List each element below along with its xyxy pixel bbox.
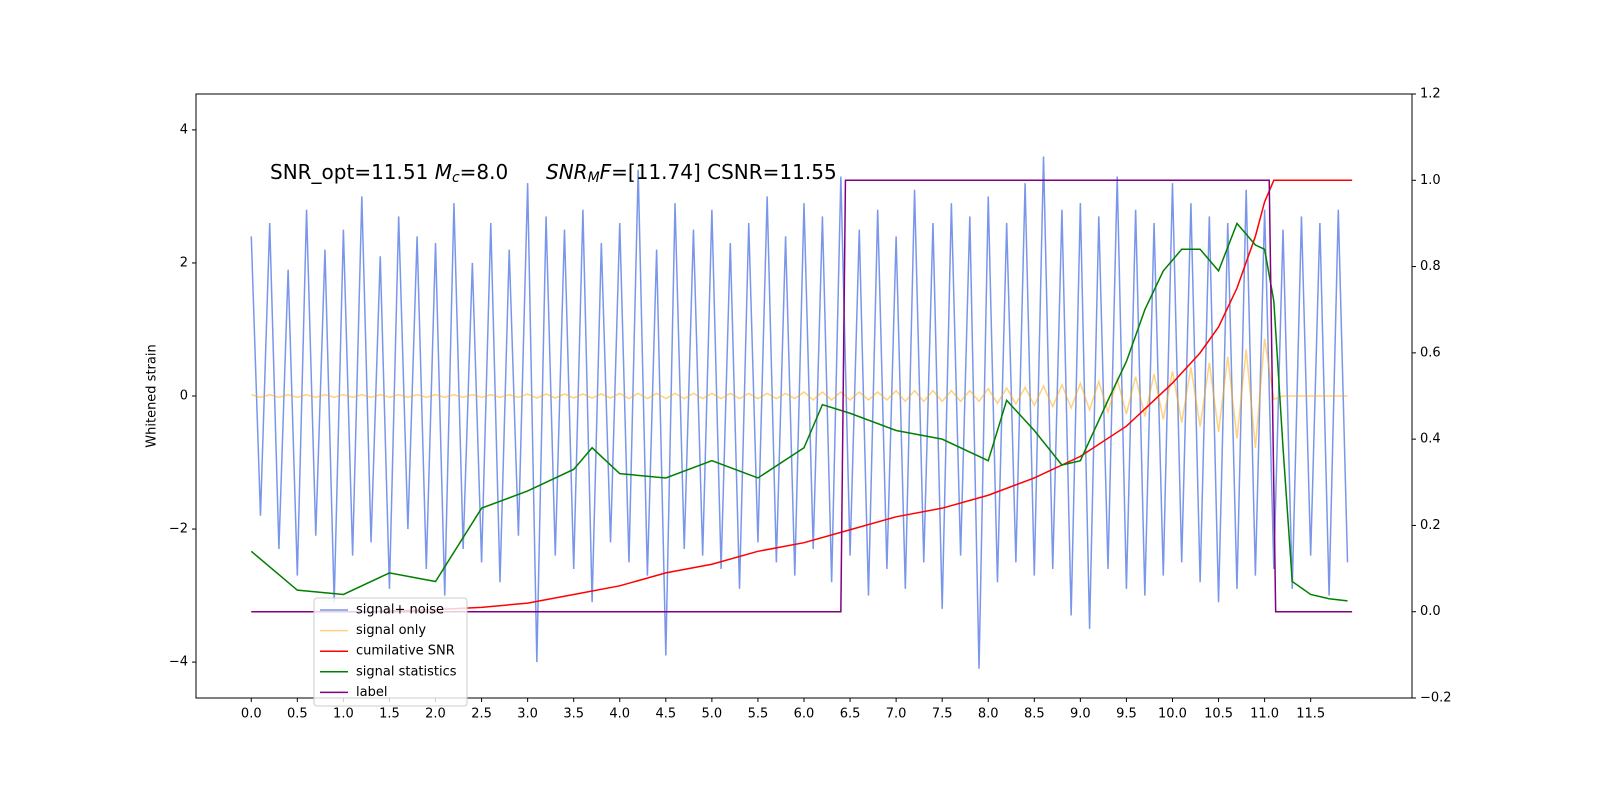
x-tick-label: 5.5 [748, 707, 769, 722]
y2-tick-label: 0.0 [1420, 604, 1441, 619]
legend-label: signal statistics [356, 664, 457, 679]
x-tick-label: 2.5 [471, 707, 492, 722]
legend-label: signal+ noise [356, 603, 444, 618]
x-tick-label: 0.5 [287, 707, 308, 722]
y2-tick-label: 0.4 [1420, 432, 1441, 447]
series-line [371, 179, 1353, 613]
annotation-part: M [588, 170, 600, 186]
y-tick-label: −2 [169, 522, 188, 537]
x-tick-label: 0.0 [241, 707, 262, 722]
annotation-part: F [600, 160, 612, 184]
x-tick-label: 4.5 [655, 707, 676, 722]
y-tick-label: −4 [169, 655, 188, 670]
x-tick-label: 5.0 [702, 707, 723, 722]
x-tick-label: 10.5 [1204, 707, 1233, 722]
x-tick-label: 2.0 [425, 707, 446, 722]
series-line [251, 179, 1353, 613]
x-tick-label: 3.5 [563, 707, 584, 722]
plot-area [250, 156, 1353, 669]
annotation-part: =[11.74] CSNR=11.55 [611, 160, 837, 184]
x-tick-label: 7.5 [932, 707, 953, 722]
y2-tick-label: 1.2 [1420, 87, 1441, 102]
y-tick-label: 0 [180, 389, 188, 404]
annotation-part: M [435, 160, 452, 184]
x-tick-label: 3.0 [517, 707, 538, 722]
x-tick-label: 6.5 [840, 707, 861, 722]
x-tick-label: 1.0 [333, 707, 354, 722]
legend-box [313, 597, 468, 707]
y2-tick-label: 0.6 [1420, 345, 1441, 360]
y2-tick-label: 0.2 [1420, 518, 1441, 533]
series-line [250, 156, 1349, 669]
annotation-part: SNR [546, 160, 588, 184]
annotation-part: SNR_opt=11.51 [270, 160, 435, 184]
annotation-part: =8.0 [460, 160, 509, 184]
x-tick-label: 9.5 [1116, 707, 1137, 722]
y2-tick-label: −0.2 [1420, 691, 1452, 706]
annotation-part: c [452, 170, 460, 186]
x-tick-label: 6.0 [794, 707, 815, 722]
series-line [251, 338, 1348, 448]
x-tick-label: 11.0 [1250, 707, 1279, 722]
legend-label: cumilative SNR [356, 644, 455, 659]
x-tick-label: 8.0 [978, 707, 999, 722]
x-tick-label: 4.0 [609, 707, 630, 722]
x-tick-label: 1.5 [379, 707, 400, 722]
annotation: SNR_opt=11.51 Mc=8.0 SNRMF=[11.74] CSNR=1… [270, 160, 837, 187]
x-tick-label: 8.5 [1024, 707, 1045, 722]
y-tick-label: 4 [180, 122, 188, 137]
legend-label: label [356, 685, 387, 700]
x-tick-label: 10.0 [1158, 707, 1187, 722]
series-line [250, 221, 1348, 602]
y2-tick-label: 0.8 [1420, 259, 1441, 274]
x-tick-label: 7.0 [886, 707, 907, 722]
y-tick-label: 2 [180, 255, 188, 270]
x-tick-label: 9.0 [1070, 707, 1091, 722]
y2-tick-label: 1.0 [1420, 173, 1441, 188]
legend-label: signal only [356, 623, 426, 638]
x-tick-label: 11.5 [1296, 707, 1325, 722]
y-axis-label: Whitened strain [145, 344, 160, 447]
legend: signal+ noise signal only cumilative SNR si… [313, 597, 468, 707]
